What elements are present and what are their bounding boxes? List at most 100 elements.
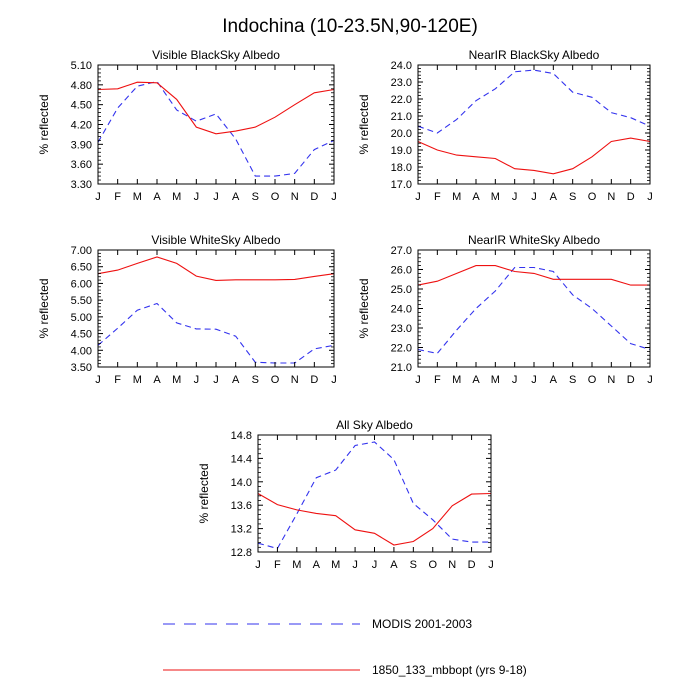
series-line-model [417, 265, 650, 286]
y-tick-label: 24.0 [391, 60, 412, 72]
x-tick-label: S [252, 191, 259, 203]
x-tick-label: A [550, 191, 558, 203]
y-axis-label: % reflected [357, 278, 371, 338]
x-tick-label: O [588, 374, 597, 386]
x-tick-label: J [331, 374, 337, 386]
x-tick-label: N [291, 191, 299, 203]
x-tick-label: A [472, 191, 480, 203]
x-tick-label: F [274, 559, 281, 571]
x-tick-label: D [310, 191, 318, 203]
x-tick-label: A [153, 374, 161, 386]
x-tick-label: N [291, 374, 299, 386]
y-tick-label: 13.6 [231, 500, 252, 512]
series-line-model [97, 256, 335, 281]
plot-frame [97, 64, 335, 185]
series-line-modis [417, 266, 651, 355]
y-tick-label: 3.60 [71, 159, 92, 171]
x-tick-label: S [252, 374, 259, 386]
x-tick-label: O [428, 559, 437, 571]
x-tick-label: M [491, 191, 500, 203]
y-tick-label: 5.10 [71, 60, 92, 72]
y-axis-label: % reflected [37, 278, 51, 338]
y-tick-label: 14.0 [231, 477, 252, 489]
x-tick-label: J [512, 191, 518, 203]
x-tick-label: J [531, 191, 537, 203]
y-tick-label: 21.0 [391, 362, 412, 374]
y-tick-label: 13.2 [231, 524, 252, 536]
x-tick-label: S [410, 559, 417, 571]
y-tick-label: 3.90 [71, 139, 92, 151]
x-tick-label: F [434, 374, 441, 386]
legend-label-modis: MODIS 2001-2003 [372, 617, 472, 631]
y-tick-label: 20.0 [391, 128, 412, 140]
x-tick-label: J [531, 374, 537, 386]
plot-frame [97, 249, 335, 368]
x-tick-label: M [491, 374, 500, 386]
panel-title: Visible WhiteSky Albedo [151, 233, 281, 247]
x-tick-label: O [271, 374, 280, 386]
x-tick-label: A [232, 191, 240, 203]
x-tick-label: J [372, 559, 378, 571]
series-line-model [417, 137, 651, 175]
series-line-modis [257, 441, 491, 550]
series-line-modis [97, 302, 335, 364]
x-tick-label: D [627, 374, 635, 386]
x-tick-label: J [95, 374, 101, 386]
x-tick-label: M [331, 559, 340, 571]
y-tick-label: 14.4 [231, 453, 252, 465]
plot-frame [257, 434, 492, 553]
y-tick-label: 22.0 [391, 343, 412, 355]
y-tick-label: 17.0 [391, 179, 412, 191]
y-tick-label: 5.00 [71, 312, 92, 324]
x-tick-label: F [434, 191, 441, 203]
x-tick-label: J [415, 374, 421, 386]
x-tick-label: J [488, 559, 494, 571]
y-tick-label: 18.0 [391, 162, 412, 174]
x-tick-label: J [194, 191, 200, 203]
x-tick-label: F [114, 374, 121, 386]
y-tick-label: 23.0 [391, 323, 412, 335]
x-tick-label: M [452, 374, 461, 386]
panel-title: NearIR BlackSky Albedo [469, 48, 600, 62]
y-tick-label: 4.50 [71, 100, 92, 112]
y-tick-label: 19.0 [391, 145, 412, 157]
panel-title: All Sky Albedo [336, 418, 413, 432]
legend: MODIS 2001-2003 1850_133_mbbopt (yrs 9-18… [163, 617, 527, 677]
x-tick-label: J [213, 374, 219, 386]
x-tick-label: N [607, 374, 615, 386]
y-tick-label: 4.20 [71, 120, 92, 132]
x-tick-label: M [292, 559, 301, 571]
x-tick-label: J [213, 191, 219, 203]
y-tick-label: 22.0 [391, 94, 412, 106]
plot-frame [417, 64, 651, 185]
x-tick-label: M [133, 374, 142, 386]
y-tick-label: 7.00 [71, 245, 92, 257]
y-tick-label: 6.00 [71, 278, 92, 290]
y-tick-label: 27.0 [391, 245, 412, 257]
x-tick-label: N [448, 559, 456, 571]
x-tick-label: D [627, 191, 635, 203]
x-tick-label: A [313, 559, 321, 571]
x-tick-label: M [133, 191, 142, 203]
y-axis-label: % reflected [197, 463, 211, 523]
y-tick-label: 24.0 [391, 304, 412, 316]
y-tick-label: 3.30 [71, 179, 92, 191]
x-tick-label: D [468, 559, 476, 571]
y-axis-label: % reflected [37, 94, 51, 154]
x-tick-label: S [569, 374, 576, 386]
x-tick-label: J [352, 559, 358, 571]
y-tick-label: 3.50 [71, 362, 92, 374]
y-tick-label: 12.8 [231, 547, 252, 559]
y-tick-label: 4.80 [71, 80, 92, 92]
x-tick-label: A [550, 374, 558, 386]
y-tick-label: 5.50 [71, 295, 92, 307]
y-tick-label: 25.0 [391, 284, 412, 296]
x-tick-label: M [172, 191, 181, 203]
